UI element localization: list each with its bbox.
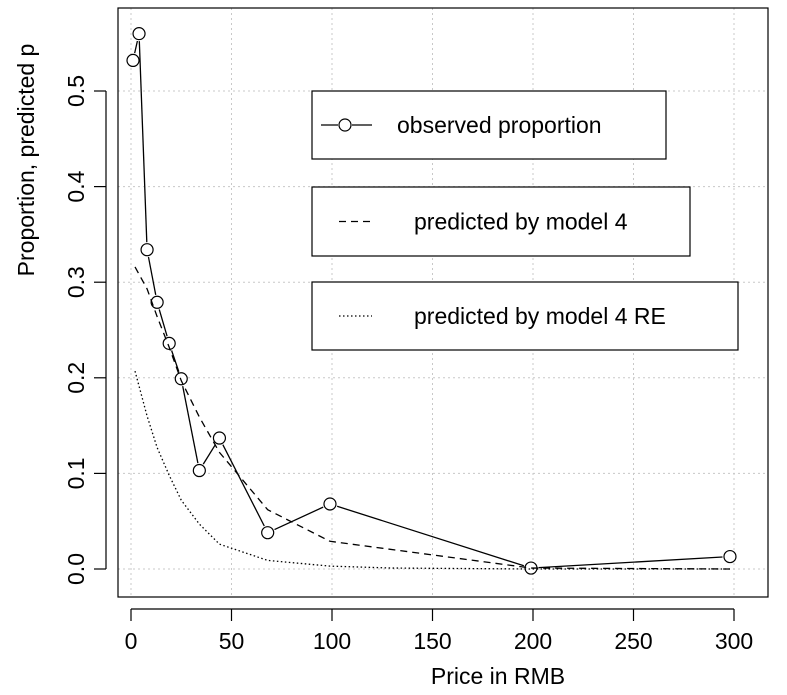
data-point [192,463,206,478]
data-point [132,27,146,41]
data-point [261,526,275,540]
x-tick-label: 200 [514,628,552,654]
y-axis-title: Proportion, predicted p [13,44,39,277]
y-tick-label: 0.3 [63,266,89,298]
data-point [150,295,164,309]
series-segment [202,444,217,465]
legend: observed proportion predicted by model 4 p… [311,90,739,351]
series-segment [182,385,199,464]
legend-entry-2: predicted by model 4 [311,186,691,257]
series-segment [170,350,180,372]
series-segment [538,556,723,569]
data-point [162,336,176,350]
x-tick-label: 250 [614,628,652,654]
legend-box [311,281,739,351]
y-tick-label: 0.5 [63,75,89,107]
series-layer [126,27,737,575]
x-axis-title: Price in RMB [431,663,565,689]
series-1 [126,27,737,575]
y-tick-label: 0.2 [63,362,89,394]
series-segment [138,41,148,243]
data-point [140,243,154,257]
series-segment [134,40,139,54]
data-point [212,431,227,445]
y-tick-label: 0.0 [63,553,89,585]
plot-box [117,7,769,598]
series-segment [147,256,157,296]
data-point [723,549,737,564]
series-segment [158,309,168,337]
legend-entry-1: observed proportion [311,90,667,160]
x-tick-label: 150 [413,628,451,654]
legend-box [311,186,691,257]
y-tick-label: 0.1 [63,457,89,489]
x-tick-label: 0 [125,628,138,654]
data-point [126,53,140,68]
legend-label: predicted by model 4 RE [414,303,666,329]
legend-entry-3: predicted by model 4 RE [311,281,739,351]
series-segment [274,506,324,531]
y-axis: 0.0 0.1 0.2 0.3 0.4 0.5 [63,75,107,585]
x-tick-label: 50 [219,628,245,654]
legend-label: predicted by model 4 [414,209,628,235]
data-point [323,497,337,511]
x-tick-label: 100 [313,628,351,654]
y-tick-label: 0.4 [63,170,89,202]
series-segment [222,444,265,527]
legend-label: observed proportion [397,112,602,138]
legend-marker [338,118,352,132]
x-tick-label: 300 [715,628,753,654]
x-axis: 0 50 100 150 200 250 300 [125,608,753,654]
series-segment [336,505,525,567]
